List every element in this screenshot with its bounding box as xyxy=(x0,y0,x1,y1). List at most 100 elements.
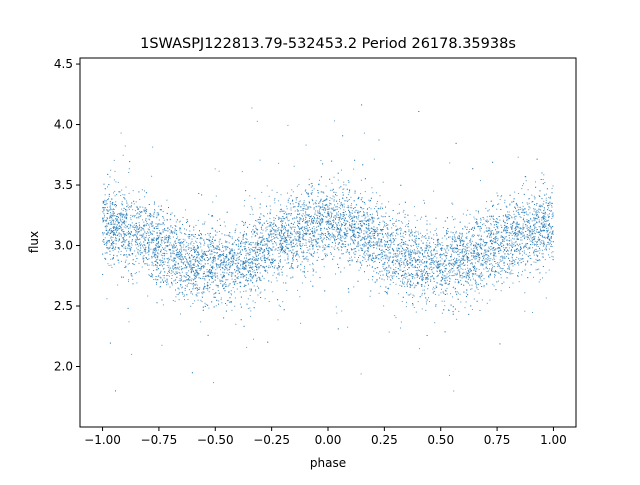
data-point xyxy=(269,241,271,243)
data-point xyxy=(121,244,123,246)
data-point xyxy=(542,217,544,219)
data-point xyxy=(244,246,246,248)
data-point xyxy=(450,256,452,258)
data-point xyxy=(106,242,107,243)
data-point xyxy=(380,215,382,217)
data-point xyxy=(117,284,119,286)
data-point xyxy=(215,269,217,271)
data-point xyxy=(200,299,202,301)
data-point xyxy=(520,228,522,230)
data-point xyxy=(319,179,320,181)
data-point xyxy=(478,212,480,214)
data-point xyxy=(132,278,134,280)
data-point xyxy=(519,213,521,215)
data-point xyxy=(469,213,471,215)
data-point xyxy=(114,170,116,172)
data-point xyxy=(122,154,124,156)
data-point xyxy=(106,252,108,254)
data-point xyxy=(121,215,123,217)
data-point xyxy=(227,269,229,271)
data-point xyxy=(216,272,218,274)
data-point xyxy=(230,248,232,250)
data-point xyxy=(527,225,528,227)
data-point xyxy=(191,238,193,240)
data-point xyxy=(133,227,135,228)
data-point xyxy=(290,246,292,248)
data-point xyxy=(397,234,399,236)
data-point xyxy=(249,249,251,251)
data-point xyxy=(412,245,414,246)
data-point xyxy=(203,271,205,273)
data-point xyxy=(146,258,147,259)
data-point xyxy=(244,267,246,269)
data-point xyxy=(154,210,156,212)
data-point xyxy=(326,220,328,222)
data-point xyxy=(528,227,530,228)
data-point xyxy=(240,282,242,284)
data-point xyxy=(407,251,409,253)
data-point xyxy=(230,290,232,292)
data-point xyxy=(234,305,236,307)
data-point xyxy=(341,249,342,251)
data-point xyxy=(123,226,125,228)
data-point xyxy=(322,206,324,208)
data-point xyxy=(529,230,531,232)
data-point xyxy=(483,262,485,264)
data-point xyxy=(132,216,134,217)
data-point xyxy=(292,206,294,208)
data-point xyxy=(332,224,334,226)
data-point xyxy=(193,284,195,286)
data-point xyxy=(255,258,257,260)
data-point xyxy=(346,220,348,222)
data-point xyxy=(280,221,282,223)
data-point xyxy=(366,250,368,251)
data-point xyxy=(117,229,119,231)
data-point xyxy=(158,205,160,207)
data-point xyxy=(355,221,357,223)
data-point xyxy=(153,212,155,213)
data-point xyxy=(160,261,162,263)
data-point xyxy=(208,238,210,240)
data-point xyxy=(338,232,340,234)
data-point xyxy=(511,269,513,271)
data-point xyxy=(131,240,133,242)
data-point xyxy=(286,262,288,264)
data-point xyxy=(443,265,445,267)
data-point xyxy=(441,247,443,249)
data-point xyxy=(345,228,347,230)
data-point xyxy=(109,205,111,207)
data-point xyxy=(460,275,462,277)
data-point xyxy=(238,240,240,242)
data-point xyxy=(254,253,256,255)
data-point xyxy=(500,274,502,275)
data-point xyxy=(478,261,480,263)
data-point xyxy=(206,269,208,270)
data-point xyxy=(390,279,392,281)
data-point xyxy=(196,271,198,273)
data-point xyxy=(477,275,479,277)
data-point xyxy=(125,259,127,261)
data-point xyxy=(517,156,519,158)
data-point xyxy=(471,309,473,310)
data-point xyxy=(453,270,455,272)
data-point xyxy=(243,205,245,207)
data-point xyxy=(299,240,301,242)
data-point xyxy=(117,218,119,220)
data-point xyxy=(219,239,221,241)
data-point xyxy=(432,254,434,256)
data-point xyxy=(212,268,214,270)
data-point xyxy=(449,274,451,276)
data-point xyxy=(125,246,127,248)
data-point xyxy=(521,250,523,252)
data-point xyxy=(292,191,294,193)
data-point xyxy=(224,225,226,227)
data-point xyxy=(186,286,188,288)
data-point xyxy=(143,244,145,246)
data-point xyxy=(309,248,311,250)
data-point xyxy=(475,258,477,260)
data-point xyxy=(136,213,138,215)
data-point xyxy=(374,208,375,210)
data-point xyxy=(347,194,349,196)
data-point xyxy=(186,229,187,231)
data-point xyxy=(218,249,220,250)
